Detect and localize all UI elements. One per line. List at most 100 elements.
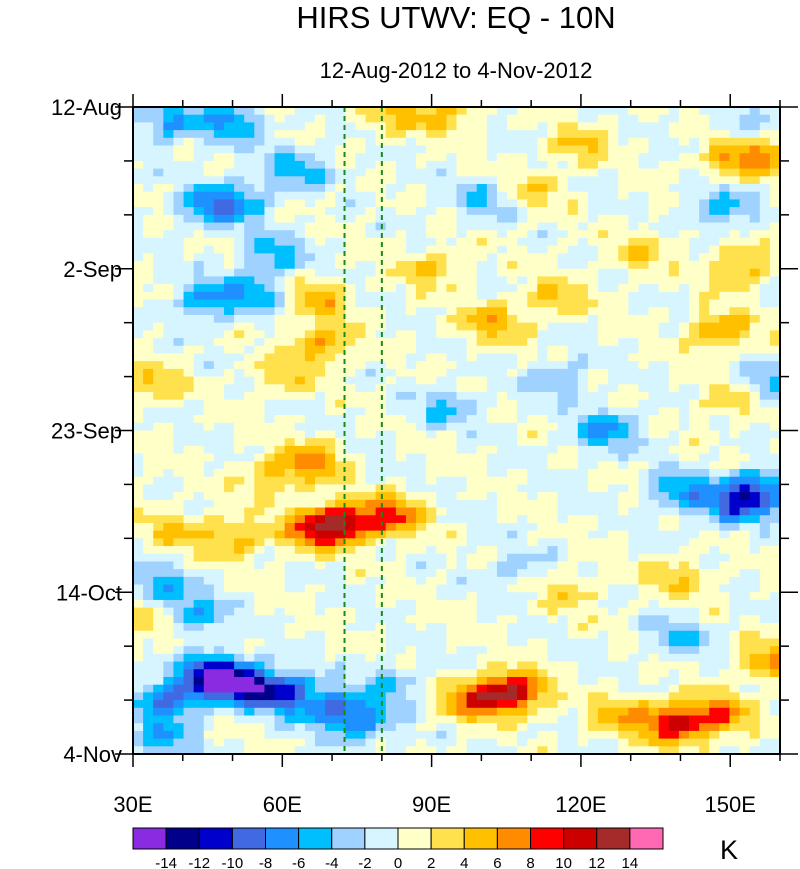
heatmap-cell [557,592,569,601]
heatmap-cell [587,330,599,339]
heatmap-cell [355,207,367,216]
heatmap-cell [405,661,417,670]
heatmap-cell [608,515,619,524]
heatmap-cell [244,438,255,447]
heatmap-cell [567,445,579,455]
heatmap-cell [689,160,700,170]
heatmap-cell [284,592,296,601]
heatmap-cell [153,122,164,131]
heatmap-cell [284,338,296,347]
heatmap-cell [739,307,751,316]
heatmap-cell [598,499,609,509]
heatmap-cell [689,561,700,570]
heatmap-cell [648,623,660,632]
heatmap-cell [749,484,761,493]
heatmap-cell [436,669,447,678]
heatmap-cell [648,176,660,185]
heatmap-cell [416,130,427,139]
heatmap-cell [749,261,761,270]
heatmap-cell [618,130,629,139]
heatmap-cell [658,422,670,432]
heatmap-cell [537,453,549,462]
heatmap-cell [446,207,458,216]
heatmap-cell [365,199,377,208]
heatmap-cell [173,199,185,208]
heatmap-cell [658,592,670,601]
heatmap-cell [183,469,195,478]
heatmap-cell [486,199,498,208]
heatmap-cell [274,492,286,501]
heatmap-cell [608,253,619,262]
heatmap-cell [527,630,538,640]
heatmap-cell [739,299,751,308]
heatmap-cell [628,353,640,362]
heatmap-cell [133,114,144,123]
heatmap-cell [577,623,589,632]
heatmap-cell [153,261,164,270]
heatmap-cell [486,168,498,177]
heatmap-cell [618,507,629,516]
heatmap-cell [598,291,609,301]
heatmap-cell [486,314,498,324]
heatmap-cell [598,145,609,154]
heatmap-cell [699,438,710,447]
heatmap-cell [183,676,195,686]
heatmap-cell [598,399,609,408]
heatmap-cell [325,445,336,455]
heatmap-cell [416,391,427,401]
heatmap-cell [668,361,680,370]
heatmap-cell [618,284,629,293]
heatmap-cell [729,522,741,532]
heatmap-cell [537,584,549,593]
heatmap-cell [385,361,397,370]
heatmap-cell [517,584,528,593]
heatmap-cell [234,499,245,509]
heatmap-cell [527,623,538,632]
heatmap-cell [638,361,650,370]
heatmap-cell [628,322,640,331]
heatmap-cell [143,422,154,432]
heatmap-cell [183,638,195,647]
heatmap-cell [314,114,326,123]
heatmap-cell [729,361,741,370]
heatmap-cell [426,684,437,693]
heatmap-cell [203,407,215,416]
heatmap-cell [264,191,276,201]
heatmap-cell [689,469,700,478]
heatmap-cell [405,469,417,478]
heatmap-cell [395,284,407,293]
heatmap-cell [709,114,720,123]
heatmap-cell [436,137,447,147]
heatmap-cell [719,276,731,285]
heatmap-cell [587,522,599,532]
heatmap-cell [496,268,508,278]
heatmap-cell [476,384,488,393]
heatmap-cell [345,160,357,170]
heatmap-cell [203,592,215,601]
heatmap-cell [517,168,528,177]
heatmap-cell [234,353,245,362]
heatmap-cell [325,391,336,401]
heatmap-cell [203,368,215,378]
heatmap-cell [729,499,741,509]
heatmap-cell [537,291,549,301]
heatmap-cell [355,353,367,362]
heatmap-cell [648,615,660,624]
heatmap-cell [699,561,710,570]
heatmap-cell [608,284,619,293]
heatmap-cell [618,530,629,539]
heatmap-cell [446,253,458,262]
heatmap-cell [173,268,185,278]
heatmap-cell [173,623,185,632]
heatmap-cell [234,438,245,447]
heatmap-cell [355,653,367,663]
heatmap-cell [234,561,245,570]
heatmap-cell [355,669,367,678]
heatmap-cell [678,399,690,408]
heatmap-cell [678,322,690,331]
heatmap-cell [759,207,771,216]
heatmap-cell [345,700,357,709]
heatmap-cell [183,137,195,147]
heatmap-cell [567,184,579,193]
heatmap-cell [486,553,498,563]
